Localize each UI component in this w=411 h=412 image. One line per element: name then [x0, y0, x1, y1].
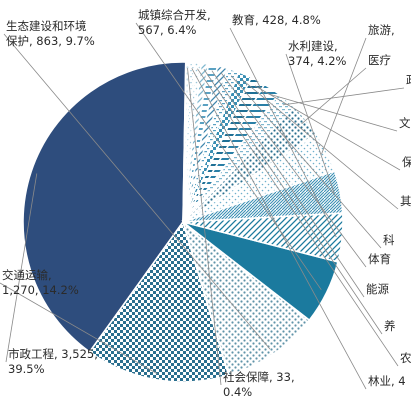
pie-slice-2: [88, 220, 230, 383]
data-label-line: 社会保障, 33,: [223, 370, 295, 384]
data-label-line: 0.4%: [223, 385, 252, 399]
data-label-line: 医疗: [368, 53, 391, 67]
data-label-line: 教育, 428, 4.8%: [232, 13, 321, 27]
pie-slice-19: [182, 61, 191, 223]
data-label-line: 城镇综合开发,: [138, 8, 211, 22]
data-label-3: 生态建设和环境保护, 863, 9.7%: [6, 19, 95, 48]
leader-line-14: [220, 72, 367, 268]
data-label-2: 交通运输, 1,270, 14.2%: [2, 268, 79, 297]
leader-line-19: [187, 68, 222, 386]
data-label-line: 39.5%: [8, 362, 45, 376]
data-label-15: 能源: [366, 282, 389, 296]
data-label-12: 其: [400, 194, 411, 208]
leader-line-11: [254, 85, 401, 171]
data-label-17: 农: [400, 351, 411, 365]
data-label-line: 374, 4.2%: [288, 54, 347, 68]
leader-line-13: [230, 75, 382, 249]
data-label-line: 其: [400, 194, 411, 208]
data-label-line: 保护, 863, 9.7%: [6, 34, 95, 48]
leader-line-2: [0, 282, 158, 375]
data-label-18: 林业, 4: [368, 374, 406, 388]
data-label-line: 567, 6.4%: [138, 23, 197, 37]
leader-line-8: [301, 67, 367, 125]
data-label-8: 医疗: [368, 53, 391, 67]
data-label-line: 市政工程, 3,525,: [8, 347, 98, 361]
leader-line-18: [191, 68, 367, 390]
leader-line-3: [3, 33, 271, 350]
data-label-line: 养: [384, 319, 396, 333]
data-label-line: 生态建设和环境: [6, 19, 87, 33]
data-label-11: 保: [402, 155, 411, 169]
leader-line-5: [229, 27, 337, 238]
data-label-6: 水利建设, 374, 4.2%: [288, 39, 347, 68]
leader-line-1: [5, 173, 38, 363]
data-label-line: 体育: [368, 252, 391, 266]
data-label-line: 交通运输,: [2, 268, 52, 282]
data-label-7: 旅游,: [368, 23, 395, 37]
leader-line-15: [211, 70, 365, 298]
data-label-line: 水利建设,: [288, 39, 338, 53]
data-label-line: 政: [406, 73, 411, 87]
pie-slice-1: [22, 61, 187, 354]
leader-line-6: [285, 53, 335, 194]
leader-line-12: [242, 79, 399, 210]
data-label-line: 科: [383, 233, 395, 247]
data-label-1: 市政工程, 3,525, 39.5%: [8, 347, 98, 376]
data-label-line: 文: [399, 116, 411, 130]
data-label-line: 旅游,: [368, 23, 395, 37]
data-label-line: 农: [400, 351, 411, 365]
leader-line-16: [203, 69, 383, 335]
data-label-16: 养: [384, 319, 396, 333]
data-label-4: 城镇综合开发, 567, 6.4%: [138, 8, 211, 37]
data-label-19: 社会保障, 33, 0.4%: [223, 370, 295, 399]
data-label-9: 政: [406, 73, 411, 87]
data-label-line: 林业, 4: [368, 374, 406, 388]
pie-slice-3: [181, 219, 311, 377]
leader-line-9: [282, 87, 405, 106]
data-label-10: 文: [399, 116, 411, 130]
data-label-5: 教育, 428, 4.8%: [232, 13, 321, 27]
data-label-line: 保: [402, 155, 411, 169]
leader-line-17: [197, 68, 399, 367]
data-label-13: 科: [383, 233, 395, 247]
data-label-14: 体育: [368, 252, 391, 266]
leader-line-10: [268, 93, 398, 132]
leader-line-4: [135, 22, 322, 291]
data-label-line: 1,270, 14.2%: [2, 283, 79, 297]
data-label-line: 能源: [366, 282, 389, 296]
